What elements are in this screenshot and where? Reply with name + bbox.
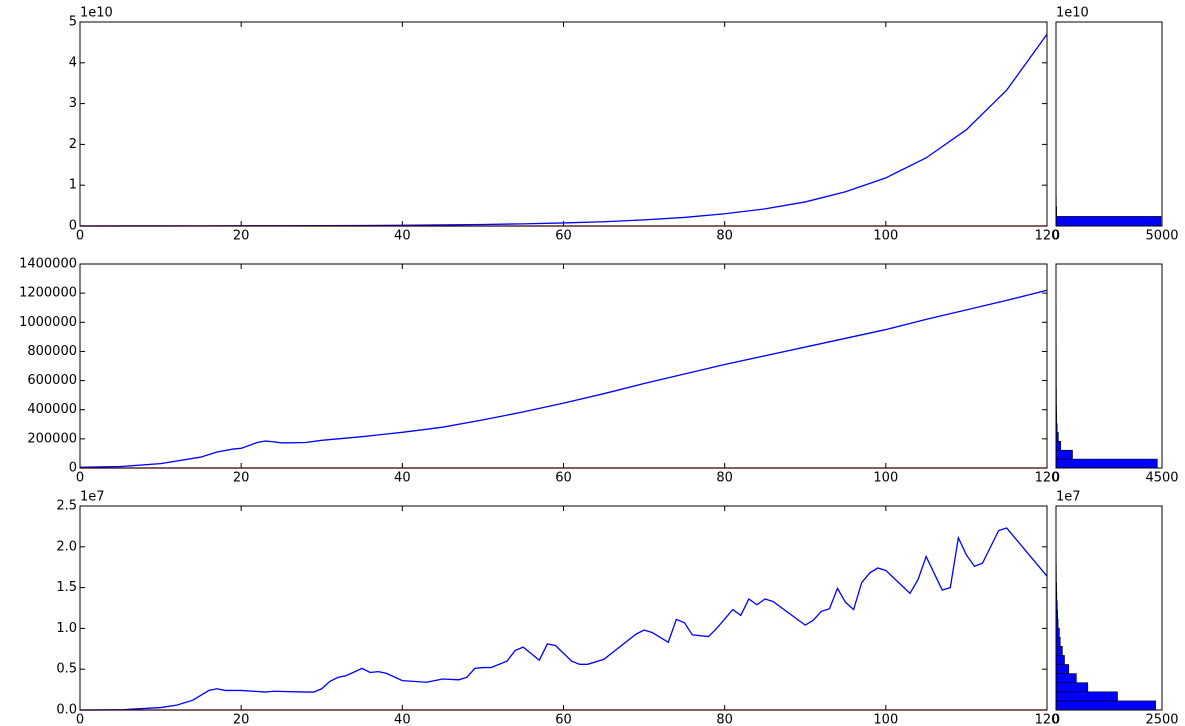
- hist-bar: [1055, 691, 1118, 702]
- axes-frame: [1055, 263, 1163, 469]
- y-tick-label: 400000: [27, 402, 77, 417]
- x-tick-label: 40: [394, 229, 411, 244]
- x-tick-label: 0: [76, 229, 84, 244]
- x-tick-label: 40: [394, 713, 411, 726]
- axes-frame: [1055, 21, 1163, 227]
- y-tick-label: 1400000: [19, 257, 77, 272]
- y-tick-label: 3: [69, 96, 77, 111]
- x-tick-label: 0: [76, 713, 84, 726]
- axis-offset-label: 1e10: [80, 6, 113, 21]
- y-tick-label: 4: [69, 55, 77, 70]
- hist-bar: [1055, 216, 1162, 227]
- x-tick-label: 0: [76, 471, 84, 486]
- axes-frame: [79, 263, 1048, 469]
- x-tick-label: 20: [233, 229, 250, 244]
- x-tick-label: 20: [233, 471, 250, 486]
- y-tick-label: 2.0: [56, 539, 77, 554]
- hist-bar: [1055, 636, 1061, 647]
- x-tick-label: 80: [716, 229, 733, 244]
- x-tick-label: 0: [1052, 229, 1060, 244]
- line: [79, 33, 1048, 227]
- x-tick-label: 0: [1052, 471, 1060, 486]
- x-tick-label: 100: [873, 229, 898, 244]
- line: [79, 289, 1048, 468]
- y-tick-label: 2.5: [56, 499, 77, 514]
- x-tick-label: 80: [716, 471, 733, 486]
- y-tick-label: 200000: [27, 431, 77, 446]
- y-tick-label: 600000: [27, 373, 77, 388]
- axes-frame: [79, 21, 1048, 227]
- x-tick-label: 20: [233, 713, 250, 726]
- axis-offset-label: 1e10: [1056, 6, 1089, 21]
- hist-bar: [1055, 655, 1065, 665]
- x-tick-label: 100: [873, 471, 898, 486]
- hist-bar: [1055, 449, 1073, 460]
- y-tick-label: 1: [69, 178, 77, 193]
- x-tick-label: 60: [555, 229, 572, 244]
- y-tick-label: 1000000: [19, 315, 77, 330]
- y-tick-label: 0.0: [56, 703, 77, 718]
- x-tick-label: 2500: [1145, 713, 1178, 726]
- axes-frame: [79, 505, 1048, 711]
- x-tick-label: 120: [1035, 229, 1060, 244]
- axis-offset-label: 1e7: [80, 490, 105, 505]
- hist-bar: [1055, 682, 1089, 693]
- hist-bar: [1055, 700, 1156, 711]
- y-tick-label: 0: [69, 219, 77, 234]
- y-tick-label: 0: [69, 461, 77, 476]
- x-tick-label: 120: [1035, 713, 1060, 726]
- hist-bar: [1055, 664, 1070, 674]
- x-tick-label: 100: [873, 713, 898, 726]
- x-tick-label: 60: [555, 713, 572, 726]
- hist-bar: [1055, 646, 1063, 656]
- x-tick-label: 5000: [1145, 229, 1178, 244]
- axes-frame: [1055, 505, 1163, 711]
- x-tick-label: 80: [716, 713, 733, 726]
- x-tick-label: 0: [1052, 713, 1060, 726]
- x-tick-label: 40: [394, 471, 411, 486]
- x-tick-label: 60: [555, 471, 572, 486]
- hist-bar: [1055, 673, 1077, 684]
- x-tick-label: 4500: [1145, 471, 1178, 486]
- y-tick-label: 1.5: [56, 580, 77, 595]
- y-tick-label: 1200000: [19, 286, 77, 301]
- y-tick-label: 2: [69, 137, 77, 152]
- hist-bar: [1055, 441, 1062, 451]
- y-tick-label: 1.0: [56, 621, 77, 636]
- x-tick-label: 120: [1035, 471, 1060, 486]
- y-tick-label: 5: [69, 15, 77, 30]
- hist-bar: [1055, 627, 1060, 638]
- axis-offset-label: 1e7: [1056, 490, 1081, 505]
- y-tick-label: 0.5: [56, 662, 77, 677]
- line: [79, 527, 1048, 711]
- y-tick-label: 800000: [27, 344, 77, 359]
- hist-bar: [1055, 458, 1158, 469]
